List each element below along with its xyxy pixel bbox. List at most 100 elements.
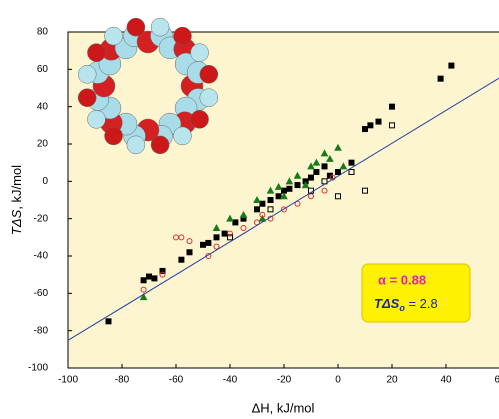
atom — [104, 26, 123, 46]
y-axis-label-unit: , kJ/mol — [9, 165, 24, 210]
atom — [87, 110, 106, 129]
atom — [173, 26, 192, 46]
point — [274, 182, 283, 190]
point — [267, 206, 274, 213]
point — [294, 182, 301, 189]
point — [326, 154, 334, 162]
point — [348, 169, 355, 175]
point — [232, 219, 239, 226]
point — [301, 181, 310, 189]
point — [437, 75, 444, 82]
x-tick-label: 40 — [440, 375, 452, 386]
point — [254, 206, 260, 213]
y-tick-label: 40 — [37, 101, 49, 112]
y-axis-label-italic: TΔS — [9, 209, 24, 235]
value: = 2.8 — [405, 296, 438, 311]
atom — [150, 135, 170, 155]
point — [281, 206, 287, 213]
atom — [104, 126, 123, 146]
x-tick-label: 60 — [494, 375, 499, 386]
point — [348, 159, 355, 166]
point — [200, 241, 206, 248]
point — [240, 225, 247, 231]
point — [362, 187, 368, 194]
point — [140, 277, 147, 284]
point — [335, 169, 341, 175]
point — [367, 122, 374, 129]
point — [362, 126, 368, 133]
point — [178, 256, 185, 263]
point — [186, 238, 193, 245]
point — [307, 162, 315, 170]
x-tick-label: 0 — [335, 375, 341, 386]
point — [178, 234, 185, 241]
point — [140, 286, 147, 293]
y-tick-label: -60 — [34, 288, 49, 299]
alpha-annotation: α = 0.88 — [378, 272, 426, 287]
point — [285, 177, 294, 185]
tds: TΔS — [374, 296, 400, 311]
x-tick-label: -100 — [58, 375, 78, 386]
x-tick-label: 20 — [386, 375, 398, 386]
point — [389, 122, 395, 129]
point — [253, 195, 261, 203]
point — [139, 293, 148, 301]
point — [213, 243, 220, 250]
point — [339, 162, 348, 170]
point — [259, 200, 266, 207]
point — [312, 158, 321, 166]
point — [448, 62, 455, 69]
intercept-annotation: TΔSo = 2.8 — [374, 296, 438, 313]
point — [151, 275, 158, 282]
atom — [77, 65, 97, 84]
point — [321, 163, 328, 170]
y-tick-label: -40 — [34, 251, 49, 262]
y-tick-label: 80 — [37, 27, 49, 38]
point — [375, 118, 382, 125]
atom — [199, 65, 219, 84]
y-tick-label: 20 — [37, 139, 49, 150]
point — [239, 210, 248, 218]
atom — [150, 17, 170, 37]
point — [320, 149, 329, 157]
point — [308, 193, 314, 200]
y-tick-label: 60 — [37, 64, 49, 75]
x-axis-label: ΔH, kJ/mol — [252, 400, 315, 415]
atom — [77, 88, 97, 107]
point — [293, 171, 302, 179]
point — [205, 239, 212, 246]
y-tick-label: -100 — [28, 363, 48, 374]
y-tick-label: -80 — [34, 325, 49, 336]
atom — [190, 110, 209, 129]
x-tick-label: -60 — [169, 375, 184, 386]
atom — [173, 126, 192, 146]
x-tick-label: -80 — [115, 375, 130, 386]
point — [213, 234, 220, 241]
point — [259, 211, 266, 218]
point — [334, 143, 342, 151]
atom — [199, 88, 219, 107]
point — [321, 187, 328, 194]
y-axis-label: TΔS, kJ/mol — [9, 165, 24, 235]
point — [258, 214, 267, 222]
point — [280, 192, 288, 200]
point — [159, 267, 166, 274]
point — [221, 230, 228, 237]
point — [105, 318, 112, 325]
fit-line — [68, 77, 499, 341]
subscript: o — [399, 303, 405, 313]
point — [146, 273, 152, 280]
point — [266, 186, 275, 194]
y-tick-label: -20 — [34, 213, 49, 224]
point — [212, 223, 221, 231]
point — [286, 185, 293, 192]
point — [186, 249, 193, 256]
atom — [190, 43, 209, 62]
annotation-box — [361, 263, 471, 323]
point — [227, 234, 233, 241]
data-layer — [68, 62, 499, 341]
atom — [126, 17, 146, 37]
x-tick-label: -40 — [223, 375, 238, 386]
atom — [126, 135, 146, 155]
y-tick-label: 0 — [42, 176, 48, 187]
